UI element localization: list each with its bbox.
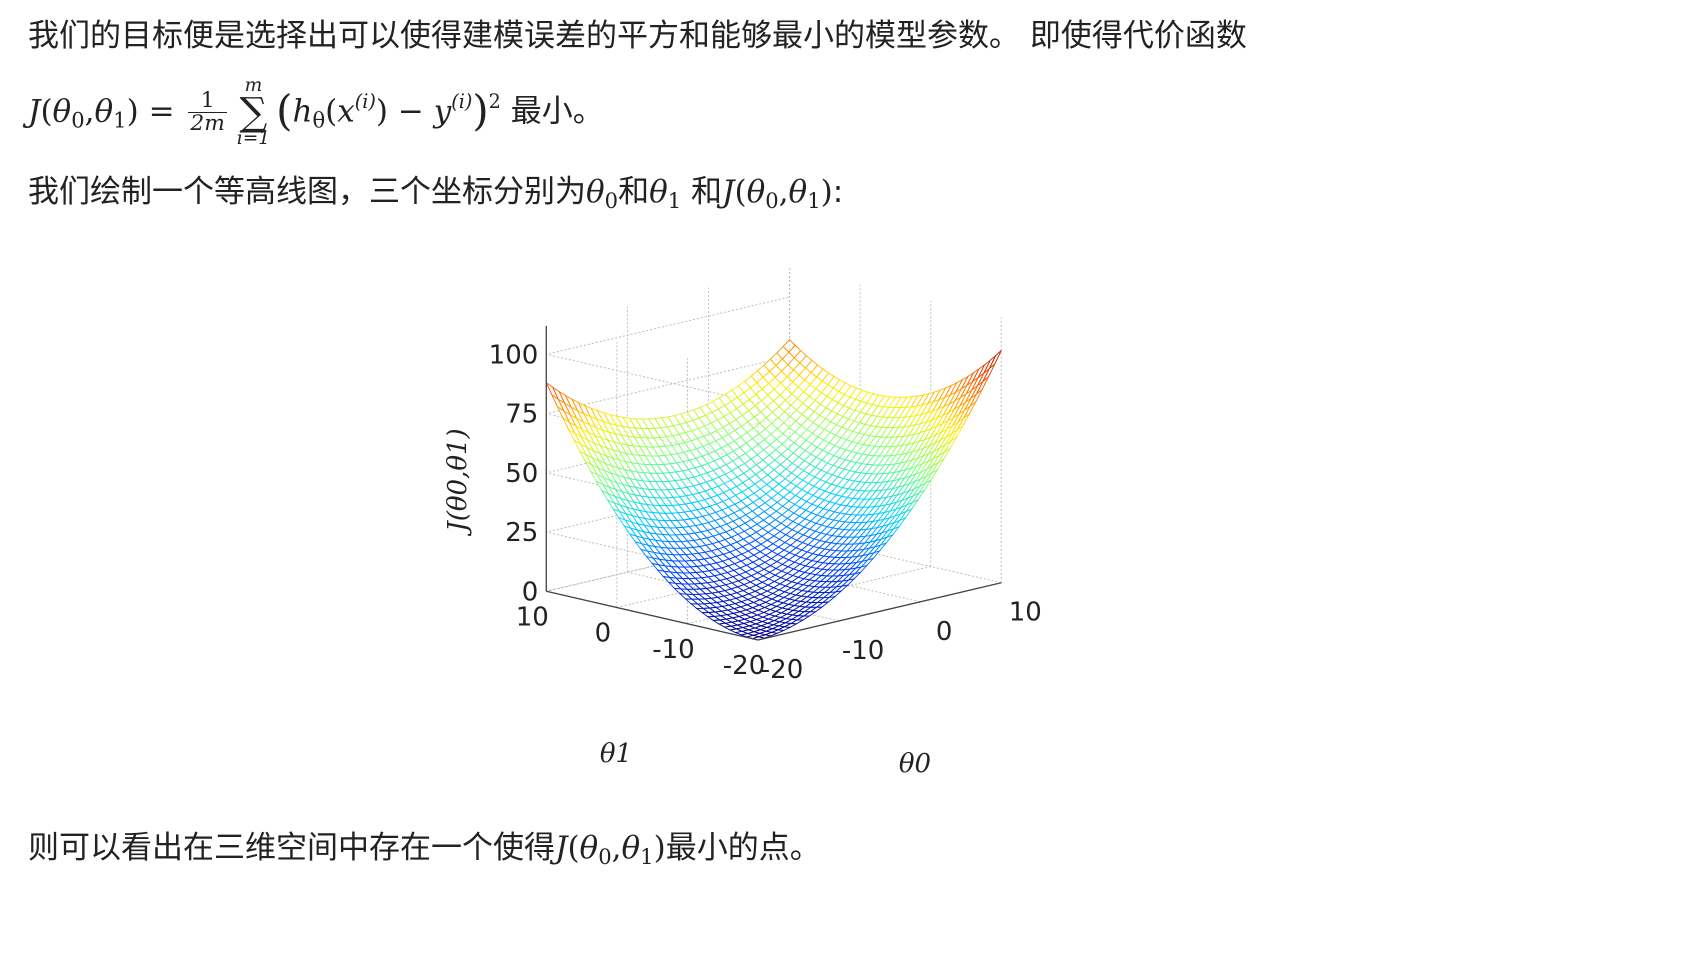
contour-paragraph: 我们绘制一个等高线图，三个坐标分别为θ0和θ1 和J(θ0,θ1):: [28, 174, 844, 213]
conclusion-paragraph: 则可以看出在三维空间中存在一个使得J(θ0,θ1)最小的点。: [28, 830, 821, 869]
theta0-tick-label: 10: [1009, 598, 1042, 628]
y-axis-label: θ1: [600, 739, 632, 769]
x-axis-label: θ0: [899, 749, 931, 779]
z-tick-label: 50: [505, 459, 538, 489]
intro-text: 我们的目标便是选择出可以使得建模误差的平方和能够最小的模型参数。 即使得代价函数: [28, 18, 1247, 54]
theta1-tick-label: 0: [595, 619, 612, 649]
fraction: 1 2m: [188, 87, 227, 137]
theta0-tick-label: 0: [936, 617, 953, 647]
theta1-tick-label: -10: [652, 635, 694, 665]
theta0-tick-label: -20: [761, 655, 803, 685]
theta0-tick-label: -10: [842, 636, 884, 666]
theta1-tick-label: -20: [723, 651, 765, 681]
theta1-axis: [546, 590, 759, 641]
z-tick-label: 75: [505, 400, 538, 430]
theta1-tick-label: 10: [516, 602, 549, 632]
cost-function-formula: J(θ0,θ1) = 1 2m m ∑ i=1 (hθ(x(i)) − y(i))2 最小…: [28, 74, 604, 150]
z-tick-label: 100: [489, 340, 539, 370]
theta0-axis: [757, 582, 1002, 641]
equals-sign: =: [148, 93, 175, 130]
formula-suffix: 最小。: [510, 93, 604, 130]
summation: m ∑ i=1: [236, 74, 271, 150]
intro-paragraph: 我们的目标便是选择出可以使得建模误差的平方和能够最小的模型参数。 即使得代价函数: [28, 16, 1247, 56]
z-tick-label: 0: [522, 577, 539, 607]
z-axis-label: J(θ0,θ1): [443, 428, 473, 536]
plot-axes: [545, 325, 1002, 641]
z-tick-label: 25: [505, 518, 538, 548]
cost-surface: [545, 339, 1002, 641]
